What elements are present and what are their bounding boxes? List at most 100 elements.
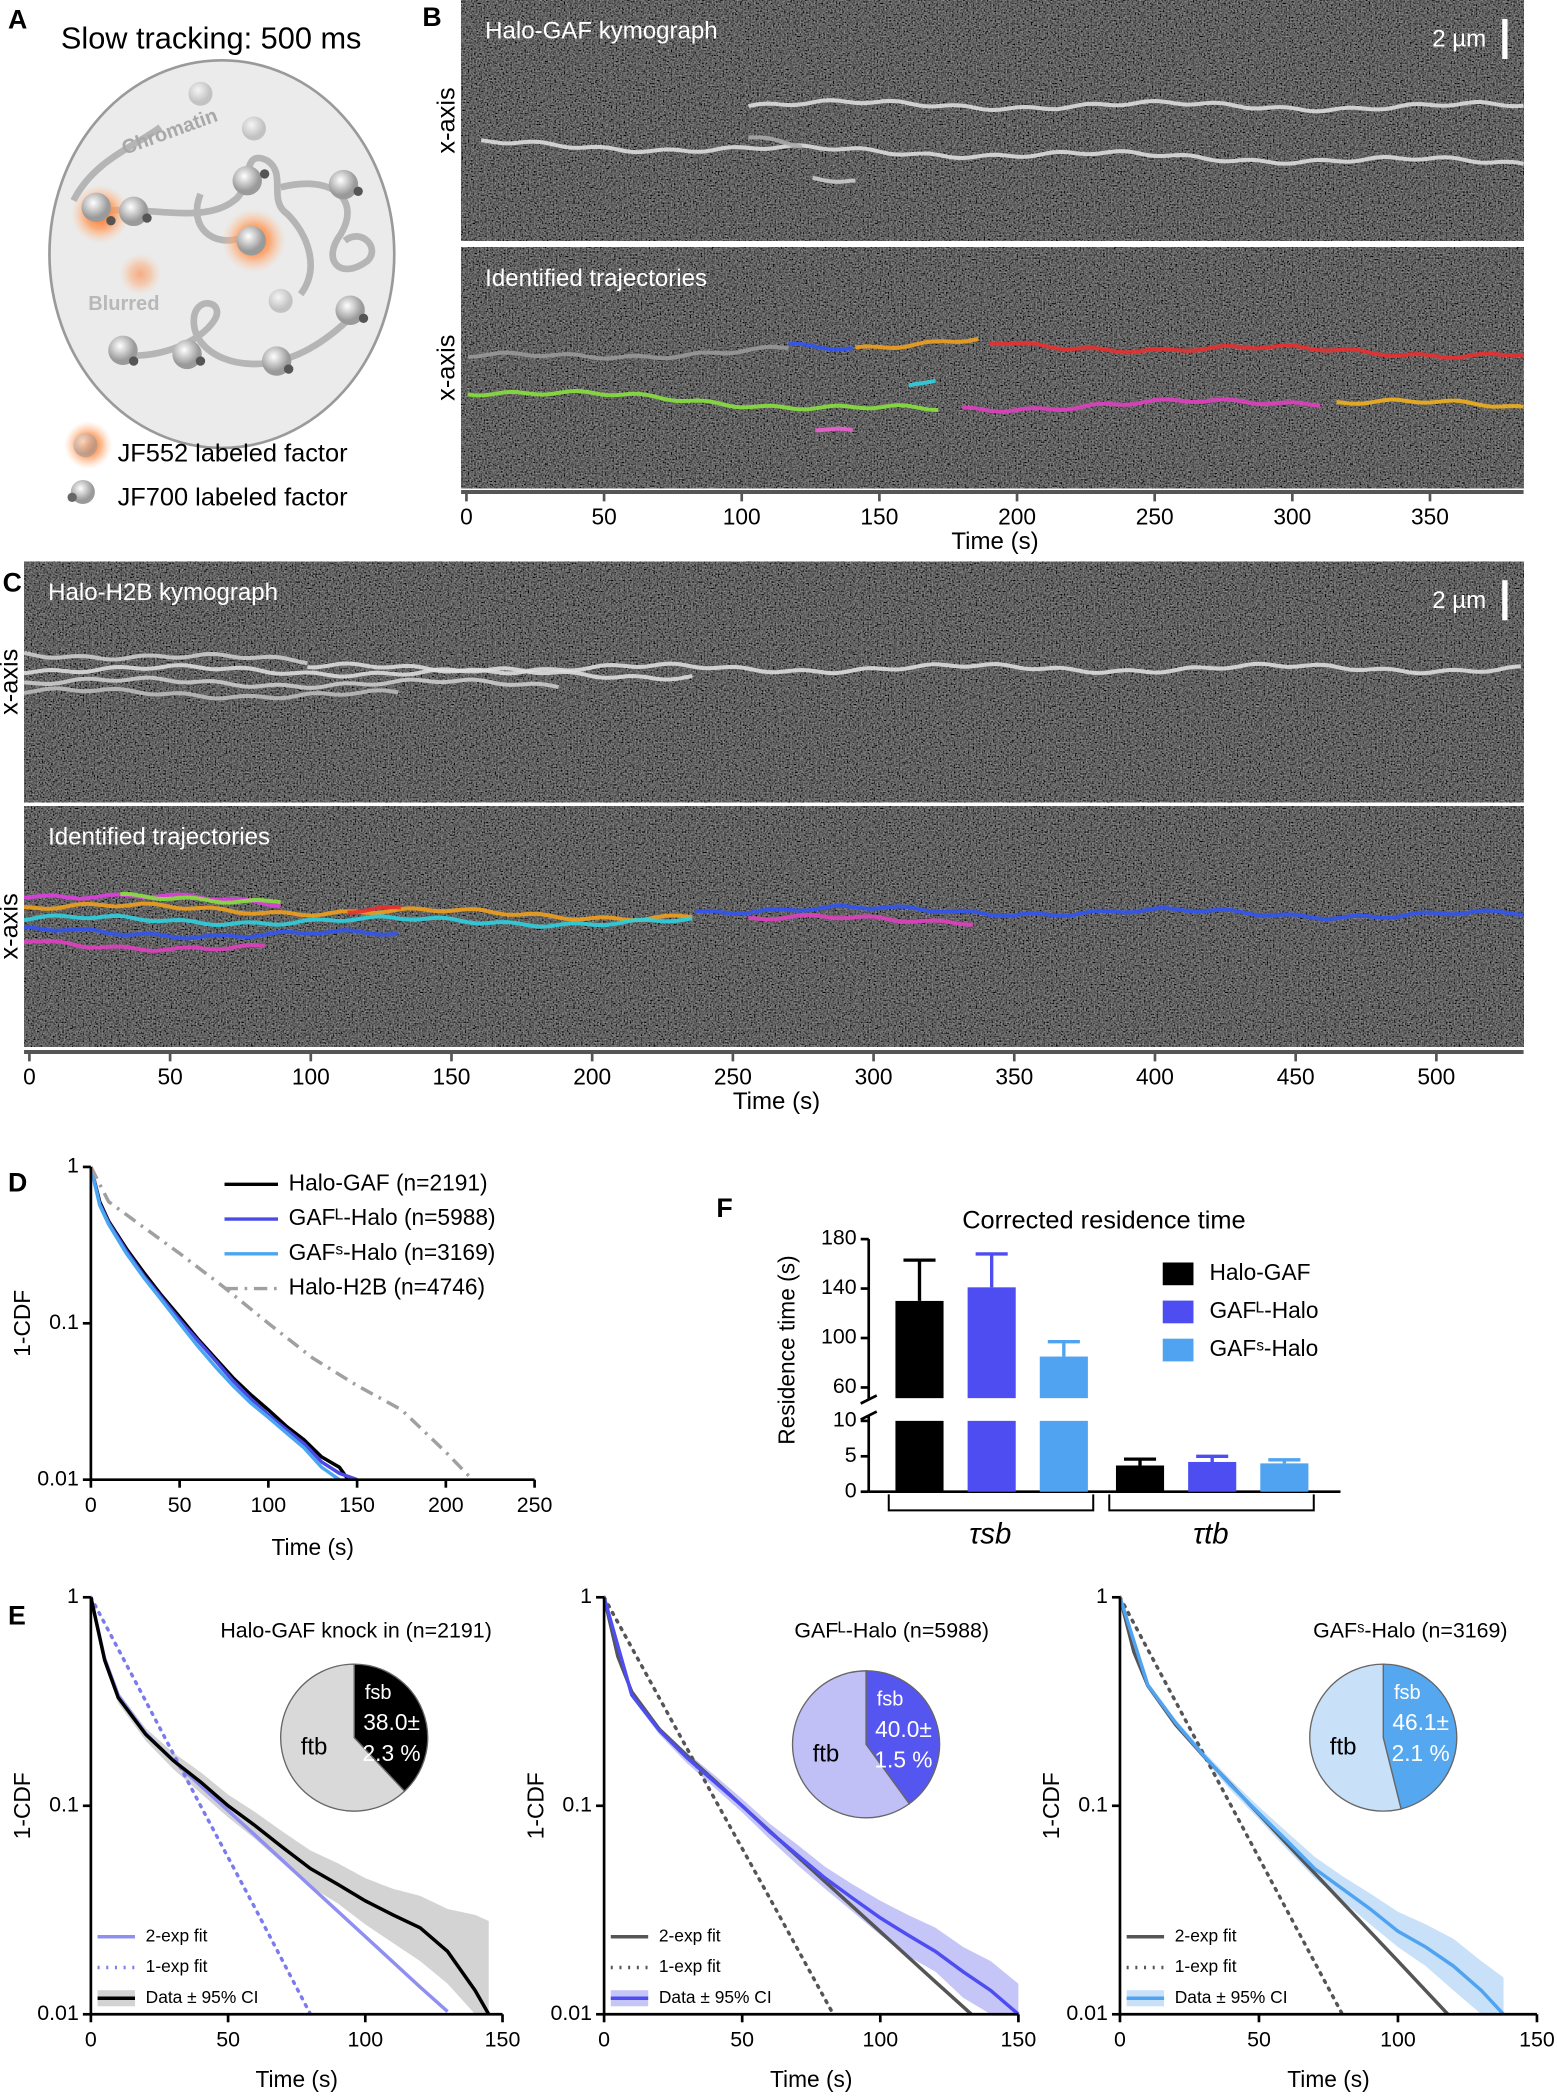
pie-slice [1309, 1663, 1402, 1812]
group-bracket [887, 1494, 1095, 1512]
ci-band [1119, 1597, 1504, 2016]
x-tick-label: 200 [573, 1064, 611, 1090]
nucleosome [328, 169, 359, 200]
y-tick-label: 100 [821, 1325, 857, 1349]
legend-label: 1-exp fit [659, 1956, 721, 1976]
x-tick-label: 200 [998, 504, 1036, 530]
x-axis-label: Time (s) [733, 1088, 820, 1115]
chart-title: GAFᴸ-Halo (n=5988) [794, 1619, 989, 1643]
panel-label: A [8, 5, 27, 35]
pie-label: fsb [365, 1682, 392, 1704]
legend-swatch [1162, 1300, 1194, 1324]
series-line [90, 1596, 491, 2016]
x-tick-label: 350 [1411, 504, 1449, 530]
series-line [90, 1166, 341, 1482]
trace [962, 397, 1321, 414]
pie-value-label: 38.0± [363, 1709, 420, 1735]
trace [24, 938, 265, 953]
pie-error-label: 1.5 % [874, 1747, 932, 1773]
pie-error-label: 2.1 % [1392, 1740, 1450, 1766]
series-line [1119, 1596, 1505, 2016]
nucleosome [261, 346, 292, 376]
legend-label: GAFˢ-Halo (n=3169) [289, 1239, 496, 1265]
y-tick-label: 1 [1096, 1584, 1108, 1608]
kymograph-noise [461, 0, 1524, 241]
y-axis-label: x-axis [0, 893, 23, 959]
legend-label: Data ± 95% CI [146, 1987, 259, 2007]
x-tick-label: 150 [1001, 2028, 1037, 2052]
x-tick-label: 500 [1417, 1064, 1455, 1090]
y-tick-label: 180 [821, 1226, 857, 1250]
y-axis-label: 1-CDF [9, 1772, 35, 1839]
x-tick-label: 250 [714, 1064, 752, 1090]
pie-value-label: 46.1± [1392, 1709, 1449, 1735]
kymograph-noise [461, 247, 1524, 489]
panel-label: F [716, 1193, 732, 1223]
nucleus [48, 58, 396, 450]
pie-slice [1382, 1663, 1458, 1810]
nucleosome [81, 192, 111, 223]
legend-label: 2-exp fit [659, 1925, 721, 1945]
y-axis-label: Residence time (s) [774, 1255, 800, 1444]
nucleosome [172, 339, 202, 370]
nucleosome [108, 335, 138, 366]
legend-swatch [1162, 1262, 1194, 1286]
legend-label: Data ± 95% CI [1175, 1987, 1288, 2007]
bar [1188, 1461, 1237, 1492]
chart-title: Halo-GAF knock in (n=2191) [220, 1619, 491, 1643]
legend-label: GAFᴸ-Halo [1210, 1297, 1319, 1323]
plot-area [604, 1595, 1020, 2016]
pie-slice [353, 1663, 429, 1793]
bar [1039, 1420, 1088, 1492]
x-tick-label: 450 [1277, 1064, 1315, 1090]
pie-label: fsb [877, 1688, 904, 1710]
nucleosome [188, 81, 213, 106]
y-tick-label: 0.01 [37, 1466, 79, 1490]
x-tick-label: 50 [591, 504, 616, 530]
x-tick-label: 0 [460, 504, 473, 530]
trace [908, 378, 937, 388]
trace [120, 891, 281, 905]
x-tick-label: 300 [855, 1064, 893, 1090]
y-tick-label: 1 [580, 1584, 592, 1608]
y-tick-label: 10 [833, 1408, 857, 1432]
category-label: τsb [969, 1518, 1011, 1551]
error-bar [1123, 1457, 1157, 1466]
dot [195, 356, 206, 366]
x-tick-label: 50 [1247, 2028, 1271, 2052]
error-bar [975, 1252, 1008, 1288]
trace [748, 912, 974, 927]
y-tick-label: 0.1 [562, 1792, 592, 1816]
axis-break [860, 1410, 878, 1421]
x-tick-label: 50 [168, 1493, 192, 1517]
trace [988, 340, 1524, 360]
trace [23, 924, 399, 941]
x-tick-label: 150 [1519, 2028, 1555, 2052]
dot [128, 356, 139, 366]
trace [788, 341, 853, 352]
legend-label: Data ± 95% CI [659, 1987, 772, 2007]
panel-label: C [3, 567, 22, 597]
trace [23, 913, 693, 929]
pie-slice [865, 1670, 941, 1805]
x-tick-label: 300 [1273, 504, 1311, 530]
y-tick-label: 140 [821, 1275, 857, 1299]
trace [23, 686, 399, 701]
trace [23, 663, 693, 682]
pie-label: ftb [813, 1740, 840, 1767]
panel-label: D [8, 1167, 27, 1197]
fiber [113, 300, 364, 368]
glow [118, 252, 162, 296]
pie-label: ftb [1330, 1734, 1357, 1761]
trace [855, 336, 979, 350]
y-tick-label: 60 [833, 1374, 857, 1398]
legend-label: JF700 labeled factor [118, 483, 348, 511]
trace [1336, 397, 1524, 409]
x-axis-label: Time (s) [1287, 2066, 1369, 2092]
legend-label: 1-exp fit [146, 1956, 208, 1976]
x-tick-label: 100 [723, 504, 761, 530]
trace [23, 675, 560, 690]
x-tick-label: 400 [1136, 1064, 1174, 1090]
